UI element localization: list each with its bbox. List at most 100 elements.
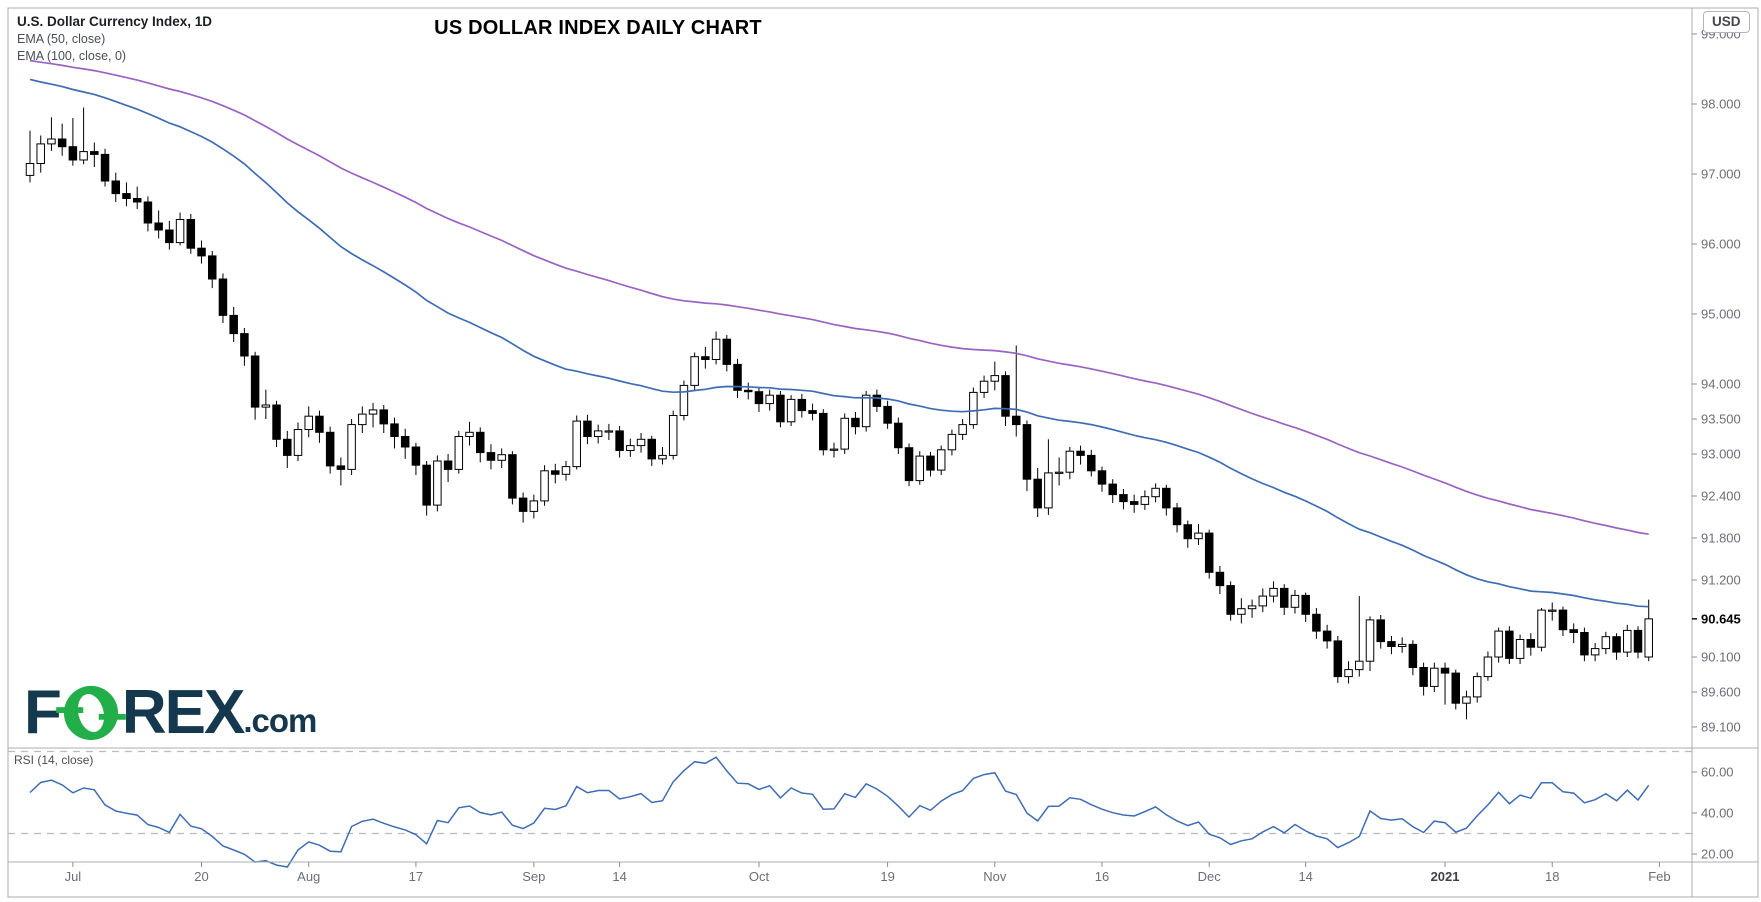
candle-body — [1269, 587, 1278, 597]
ema-100-line — [29, 59, 1649, 536]
candle-body — [1590, 648, 1600, 656]
candle-body — [240, 333, 249, 357]
candle-body — [1022, 424, 1032, 480]
candle-body — [840, 417, 849, 450]
candle-body — [776, 394, 785, 423]
price-tick-label: 95.000 — [1701, 306, 1741, 322]
candle-body — [36, 143, 45, 164]
candle-body — [1183, 524, 1193, 540]
candle-body — [261, 404, 271, 408]
candle-body — [1451, 672, 1461, 704]
candle-body — [1462, 696, 1471, 704]
candle-body — [990, 375, 1000, 382]
candle-body — [1408, 643, 1418, 669]
candle-body — [283, 438, 292, 456]
candle-body — [1108, 483, 1117, 496]
logo-o-icon — [56, 685, 126, 741]
candle-body — [1365, 619, 1375, 662]
candle-body — [668, 415, 678, 456]
candle-body — [1129, 501, 1139, 505]
logo-letters-rex: REX — [121, 678, 245, 747]
candle-body — [379, 409, 389, 425]
candle-body — [1633, 629, 1643, 653]
currency-badge[interactable]: USD — [1703, 11, 1750, 33]
candle-body — [68, 146, 78, 161]
candle-body — [1204, 532, 1214, 573]
candle-body — [722, 338, 732, 365]
candle-body — [969, 391, 978, 426]
candle-body — [1387, 641, 1396, 647]
candle-body — [583, 420, 592, 438]
candle-body — [475, 431, 485, 454]
candle-body — [1430, 667, 1439, 687]
candle-body — [936, 449, 946, 471]
time-tick-label-2021: 2021 — [1430, 869, 1460, 884]
time-tick-label-14: 14 — [612, 869, 627, 884]
candle-body — [454, 436, 464, 470]
rsi-line — [29, 756, 1650, 868]
price-tick-label: 89.600 — [1701, 684, 1741, 700]
time-tick-label-17: 17 — [408, 869, 424, 884]
candle-body — [1279, 587, 1289, 608]
price-tick-label: 92.400 — [1701, 488, 1741, 504]
candle-body — [272, 404, 281, 440]
candle-body — [711, 338, 721, 361]
forex-logo: F REX .com — [24, 678, 317, 747]
rsi-tick-label: 60.00 — [1701, 764, 1734, 780]
candle-body — [958, 424, 967, 435]
candle-body — [347, 424, 356, 470]
candle-body — [250, 355, 260, 408]
ema50-legend: EMA (50, close) — [17, 31, 106, 46]
candle-body — [1483, 656, 1493, 678]
price-tick-label: 94.000 — [1701, 376, 1741, 392]
candle-body — [1065, 450, 1075, 473]
candle-body — [111, 180, 121, 195]
candle-body — [1001, 375, 1010, 417]
candle-body — [1344, 669, 1353, 678]
rsi-tick-label: 20.00 — [1701, 846, 1734, 862]
candle-body — [604, 430, 614, 433]
candle-body — [1569, 629, 1578, 634]
candle-body — [561, 466, 571, 475]
candle-body — [861, 394, 871, 428]
candle-body — [679, 384, 689, 416]
candle-body — [218, 278, 228, 316]
candle-body — [1194, 532, 1203, 540]
candle-body — [1547, 609, 1557, 612]
candle-body — [883, 405, 892, 424]
price-tick-label: 90.100 — [1701, 649, 1741, 665]
candle-body — [733, 363, 742, 391]
price-tick-label: 98.000 — [1701, 96, 1741, 112]
candle-body — [293, 429, 303, 456]
candle-body — [1505, 630, 1514, 659]
candle-body — [1247, 605, 1257, 610]
candle-body — [497, 454, 506, 461]
candle-body — [1558, 609, 1568, 631]
candle-body — [1076, 450, 1085, 456]
price-tick-label: 97.000 — [1701, 166, 1741, 182]
chart-title: US DOLLAR INDEX DAILY CHART — [434, 17, 762, 39]
price-tick-label: 96.000 — [1701, 236, 1741, 252]
candle-body — [786, 398, 796, 423]
candle-body — [1290, 594, 1300, 608]
candle-body — [1258, 595, 1268, 607]
candle-body — [626, 445, 635, 452]
candle-body — [819, 412, 828, 451]
time-tick-label-19: 19 — [880, 869, 895, 884]
candle-body — [754, 391, 764, 405]
candle-body — [443, 460, 453, 470]
candle-body — [743, 389, 753, 393]
candle-body — [926, 455, 935, 471]
candle-body — [1087, 454, 1096, 472]
candle-body — [336, 465, 346, 470]
candle-body — [1494, 630, 1503, 658]
candle-body — [894, 422, 903, 449]
ema-50-line — [29, 78, 1649, 608]
candle-body — [229, 314, 238, 335]
candle-body — [325, 431, 335, 467]
candle-body — [829, 448, 839, 451]
candle-body — [765, 394, 774, 405]
candle-body — [1623, 629, 1632, 653]
